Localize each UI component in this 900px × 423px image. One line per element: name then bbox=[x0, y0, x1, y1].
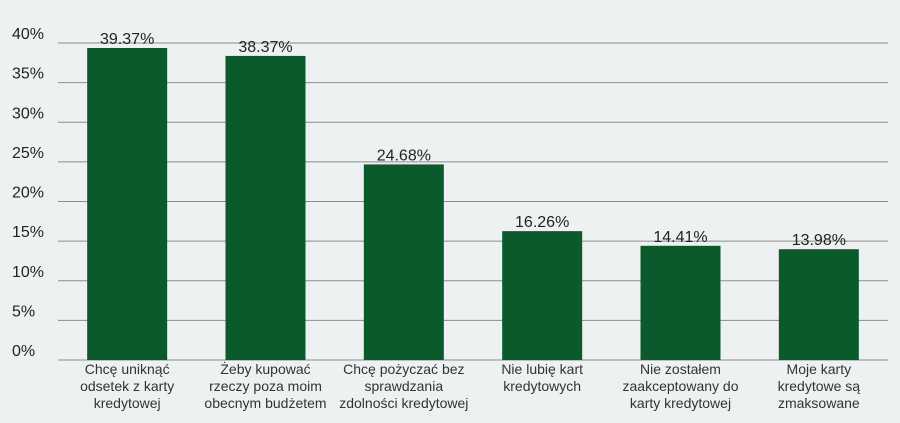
category-label: Nie lubię kart kredytowych bbox=[501, 361, 583, 394]
y-tick-label: 40% bbox=[12, 26, 44, 43]
y-tick-label: 25% bbox=[12, 145, 44, 162]
gridlines bbox=[58, 42, 888, 361]
category-label: Nie zostałem zaakceptowany do karty kredyt… bbox=[623, 361, 739, 411]
bar bbox=[225, 55, 306, 360]
y-tick-label: 15% bbox=[12, 224, 44, 241]
y-tick-label: 35% bbox=[12, 66, 44, 83]
y-tick-label: 30% bbox=[12, 105, 44, 122]
y-tick-label: 5% bbox=[12, 303, 35, 320]
bar bbox=[502, 231, 583, 360]
category-label: Żeby kupować rzeczy poza moim obecnym budż… bbox=[204, 360, 326, 411]
category-label: Moje karty kredytowe są zmaksowane bbox=[778, 361, 861, 411]
value-label: 16.26% bbox=[515, 214, 569, 231]
bar bbox=[363, 164, 444, 360]
value-label: 14.41% bbox=[653, 229, 707, 246]
value-label: 13.98% bbox=[792, 232, 846, 249]
bar bbox=[87, 47, 168, 361]
value-label: 38.37% bbox=[238, 39, 292, 56]
category-label: Chcę uniknąć odsetek z karty kredytowej bbox=[80, 361, 174, 411]
bar bbox=[778, 249, 859, 360]
y-tick-label: 0% bbox=[12, 343, 35, 360]
category-label: Chcę pożyczać bez sprawdzania zdolności kr… bbox=[339, 361, 468, 411]
category-labels: Chcę uniknąć odsetek z karty kredytowej Żeb… bbox=[80, 360, 860, 411]
value-label: 24.68% bbox=[377, 147, 431, 164]
y-axis-ticks: 0% 5% 10% 15% 20% 25% 30% 35% 40% bbox=[12, 26, 44, 360]
y-tick-label: 20% bbox=[12, 185, 44, 202]
bar bbox=[640, 245, 721, 360]
y-tick-label: 10% bbox=[12, 264, 44, 281]
bars bbox=[87, 47, 859, 361]
value-label: 39.37% bbox=[100, 31, 154, 48]
value-labels: 39.37% 38.37% 24.68% 16.26% 14.41% 13.98% bbox=[100, 31, 846, 249]
